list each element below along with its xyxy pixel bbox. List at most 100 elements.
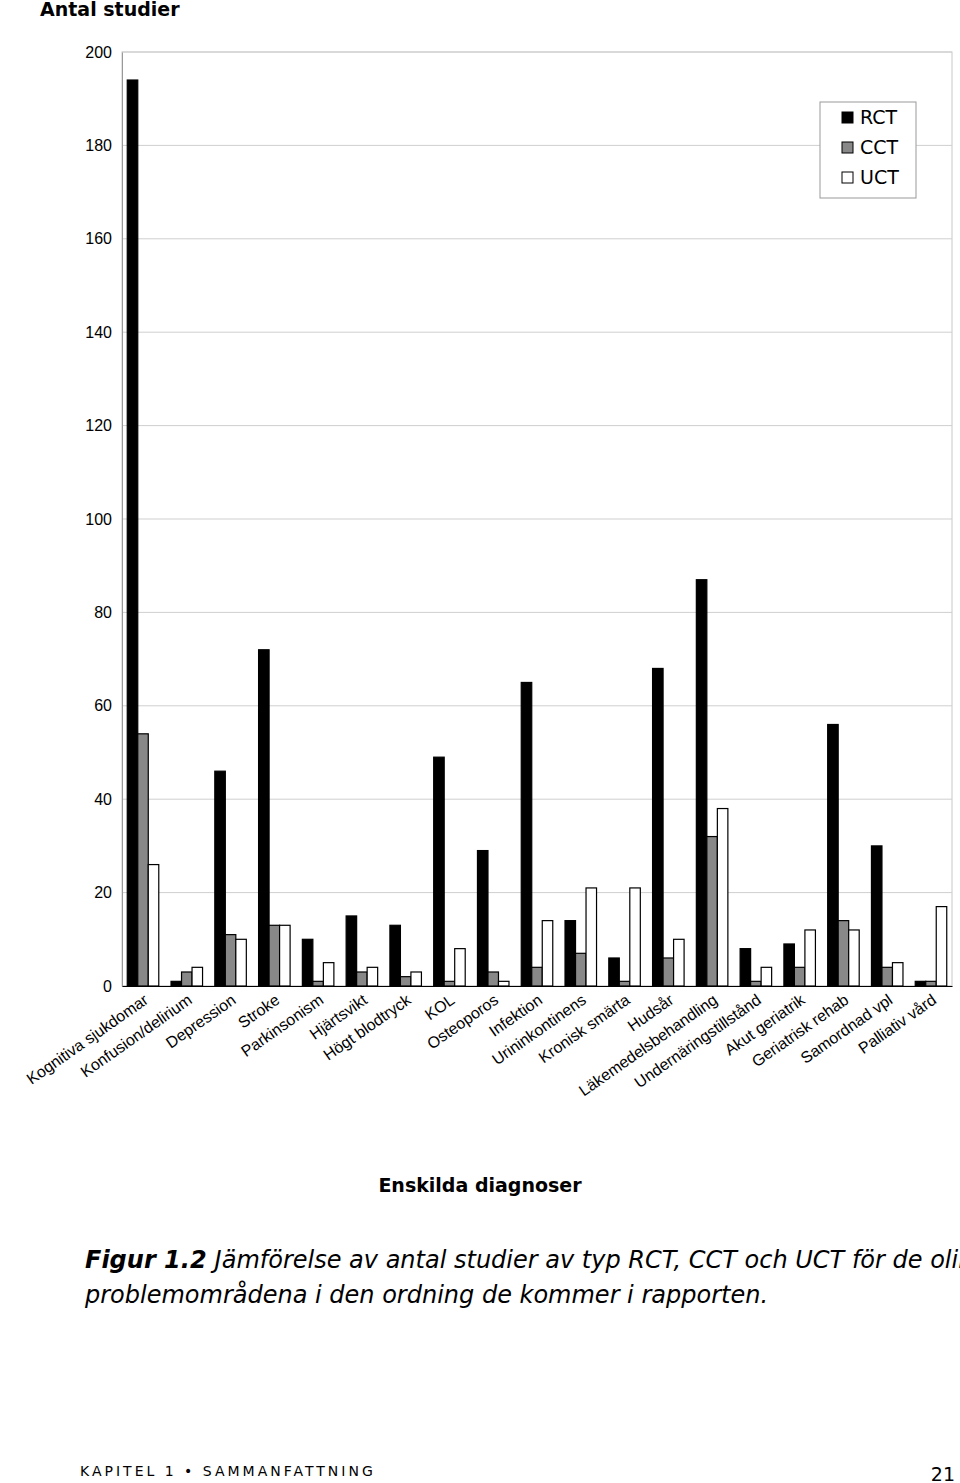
- bar: [215, 771, 226, 986]
- bar: [805, 930, 816, 986]
- bar: [871, 846, 882, 986]
- y-tick-label: 160: [85, 230, 112, 247]
- grid-line: [122, 52, 952, 53]
- bar: [926, 981, 937, 986]
- y-tick: 160: [85, 230, 122, 247]
- y-tick-label: 60: [94, 697, 112, 714]
- series-cct: [138, 734, 936, 986]
- y-axis-title: Antal studier: [40, 0, 180, 20]
- legend-frame: [820, 102, 916, 198]
- bar: [127, 80, 138, 986]
- y-tick: 100: [85, 511, 122, 528]
- x-tick-label: Palliativ vård: [855, 991, 939, 1057]
- bar: [411, 972, 422, 986]
- bar: [542, 921, 553, 986]
- bar: [477, 851, 488, 986]
- bar: [609, 958, 620, 986]
- grid: [122, 52, 952, 986]
- bar: [346, 916, 357, 986]
- x-tick-label: Osteoporos: [424, 991, 502, 1052]
- y-tick-label: 0: [103, 978, 112, 995]
- bar: [892, 963, 903, 986]
- bar: [674, 939, 685, 986]
- bar: [367, 967, 378, 986]
- footer-text: KAPITEL 1 • SAMMANFATTNING: [80, 1463, 376, 1479]
- bar: [434, 757, 445, 986]
- y-tick: 80: [94, 604, 122, 621]
- legend: RCT CCT UCT: [820, 102, 916, 198]
- series-uct: [148, 809, 946, 986]
- bar: [148, 865, 159, 986]
- grid-line: [122, 238, 952, 239]
- series-rct: [127, 80, 925, 986]
- y-tick-label: 40: [94, 791, 112, 808]
- x-tick: Palliativ vård: [855, 986, 939, 1057]
- y-axis-line: [122, 53, 123, 987]
- y-tick: 60: [94, 697, 122, 714]
- caption-text: problemområdena i den ordning de kommer …: [84, 1280, 768, 1309]
- x-tick: Depression: [163, 986, 239, 1051]
- bar: [630, 888, 641, 986]
- bar: [488, 972, 499, 986]
- caption-text: Jämförelse av antal studier av typ RCT, …: [211, 1246, 960, 1274]
- y-tick-label: 80: [94, 604, 112, 621]
- y-tick-label: 140: [85, 324, 112, 341]
- x-axis-title: Enskilda diagnoser: [378, 1174, 582, 1196]
- bar: [532, 967, 543, 986]
- grid-line: [122, 612, 952, 613]
- x-tick: Osteoporos: [424, 986, 502, 1052]
- bar: [259, 650, 270, 986]
- y-tick: 40: [94, 791, 122, 808]
- y-tick-label: 120: [85, 417, 112, 434]
- bar: [269, 925, 280, 986]
- y-tick-label: 200: [85, 44, 112, 61]
- grid-line: [122, 332, 952, 333]
- bar: [521, 682, 532, 986]
- bar: [444, 981, 455, 986]
- bar: [849, 930, 860, 986]
- bar: [171, 981, 182, 986]
- caption-line: Figur 1.2Jämförelse av antal studier av …: [85, 1246, 960, 1274]
- x-axis-line: [123, 986, 953, 987]
- bar: [576, 953, 587, 986]
- legend-label: CCT: [860, 136, 899, 158]
- bar: [280, 925, 291, 986]
- grid-line: [122, 519, 952, 520]
- grid-line: [122, 705, 952, 706]
- legend-swatch: [842, 112, 853, 123]
- bar: [498, 981, 509, 986]
- y-tick: 0: [103, 978, 122, 995]
- bar: [313, 981, 324, 986]
- y-tick-label: 180: [85, 137, 112, 154]
- x-tick-label: Högt blodtryck: [320, 990, 414, 1063]
- bar: [784, 944, 795, 986]
- legend-swatch: [842, 172, 853, 183]
- bar: [138, 734, 149, 986]
- bar: [390, 925, 401, 986]
- x-tick-label: Depression: [163, 991, 239, 1051]
- bar: [915, 981, 926, 986]
- bar: [357, 972, 368, 986]
- caption-label: Figur 1.2: [85, 1246, 207, 1274]
- bar: [225, 935, 236, 986]
- bar: [182, 972, 193, 986]
- y-tick-label: 20: [94, 884, 112, 901]
- bar: [794, 967, 805, 986]
- x-tick: Kronisk smärta: [536, 986, 633, 1066]
- bar: [707, 837, 718, 986]
- bar: [761, 967, 772, 986]
- legend-label: UCT: [860, 166, 899, 188]
- bar: [653, 668, 664, 986]
- bar: [400, 977, 411, 986]
- bar: [828, 724, 839, 986]
- y-tick: 180: [85, 137, 122, 154]
- legend-label: RCT: [860, 106, 898, 128]
- bar: [586, 888, 597, 986]
- bars: [127, 80, 946, 986]
- y-tick: 120: [85, 417, 122, 434]
- y-tick: 140: [85, 324, 122, 341]
- y-axis: 0 20 40 60 80 100 120 140 160 180 200: [85, 44, 122, 995]
- bar: [236, 939, 247, 986]
- page-number: 21: [931, 1463, 955, 1483]
- grid-line: [122, 425, 952, 426]
